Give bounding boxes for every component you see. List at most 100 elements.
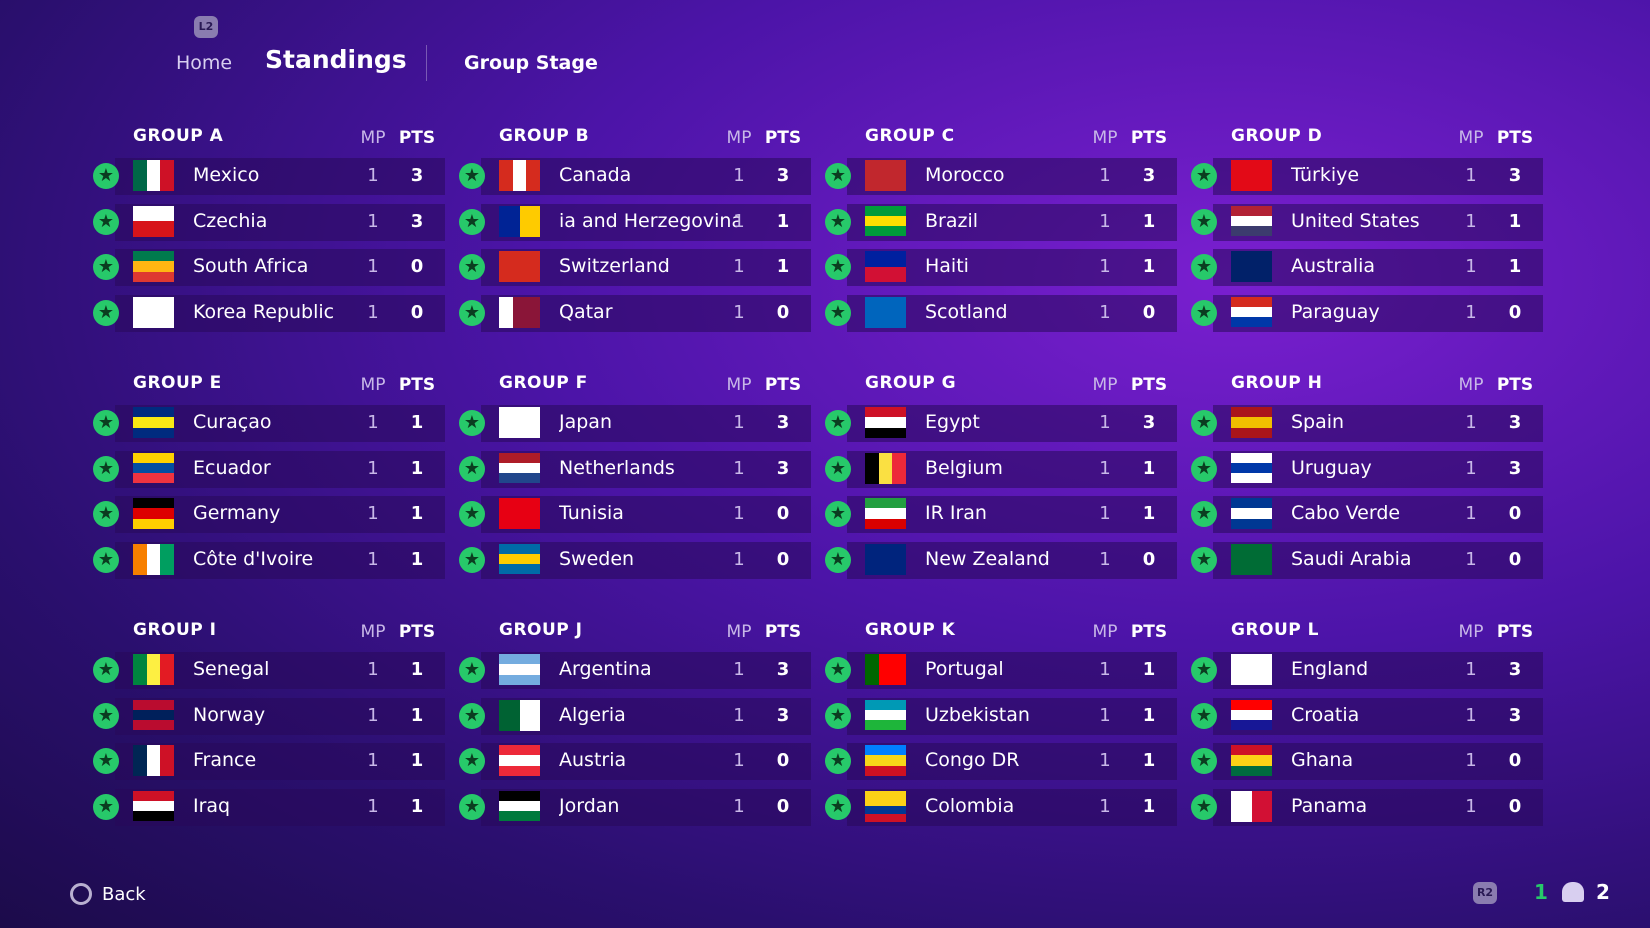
team-name: Ghana xyxy=(1291,749,1354,771)
matches-played: 1 xyxy=(367,165,379,186)
points: 0 xyxy=(410,256,424,277)
mp-header: MP xyxy=(1458,128,1484,148)
qualify-star: ★ xyxy=(93,254,119,280)
flag xyxy=(133,205,174,237)
qualify-star: ★ xyxy=(459,793,485,820)
points: 1 xyxy=(410,704,424,726)
flag xyxy=(499,160,540,191)
qualify-star: ★ xyxy=(459,702,485,729)
team-name: New Zealand xyxy=(925,547,1050,570)
team-name: Saudi Arabia xyxy=(1291,547,1412,570)
points: 3 xyxy=(410,210,424,232)
points: 1 xyxy=(410,548,424,570)
qualify-star: ★ xyxy=(825,455,851,482)
team-name: Germany xyxy=(193,502,281,524)
matches-played: 1 xyxy=(367,503,379,524)
group-title: GROUP J xyxy=(499,620,583,640)
points: 1 xyxy=(410,412,424,433)
pts-header: PTS xyxy=(1130,622,1168,642)
team-name: Iraq xyxy=(193,794,231,817)
team-name: Japan xyxy=(559,411,612,433)
team-name: Algeria xyxy=(559,703,626,726)
qualify-star: ★ xyxy=(1191,702,1217,729)
r2-icon: R2 xyxy=(1473,882,1497,904)
qualify-star: ★ xyxy=(1191,546,1217,573)
matches-played: 1 xyxy=(1465,704,1477,726)
pts-header: PTS xyxy=(1496,622,1534,642)
team-name: Czechia xyxy=(193,209,268,232)
flag xyxy=(865,296,906,328)
mp-header: MP xyxy=(1092,622,1118,642)
points: 1 xyxy=(1142,256,1156,277)
flag xyxy=(1231,205,1272,237)
qualify-star: ★ xyxy=(459,163,485,189)
points: 1 xyxy=(1508,256,1522,277)
team-name: Tunisia xyxy=(559,502,624,524)
matches-played: 1 xyxy=(1465,165,1477,186)
points: 3 xyxy=(776,165,790,186)
flag xyxy=(499,745,540,776)
flag xyxy=(499,296,540,328)
matches-played: 1 xyxy=(733,704,745,726)
l2-icon: L2 xyxy=(194,16,218,38)
flag xyxy=(133,296,174,328)
standings-tab[interactable]: Standings xyxy=(265,45,407,74)
mp-header: MP xyxy=(1458,375,1484,395)
team-name: South Africa xyxy=(193,255,309,277)
points: 1 xyxy=(776,256,790,277)
flag xyxy=(1231,790,1272,822)
points: 0 xyxy=(1508,795,1522,817)
team-name: ia and Herzegovina xyxy=(559,209,739,232)
flag xyxy=(1231,296,1272,328)
team-name: Australia xyxy=(1291,255,1376,277)
pts-header: PTS xyxy=(398,622,436,642)
qualify-star: ★ xyxy=(459,546,485,573)
flag xyxy=(499,699,540,731)
qualify-star: ★ xyxy=(1191,657,1217,683)
team-name: Colombia xyxy=(925,794,1015,817)
team-name: Uzbekistan xyxy=(925,703,1030,726)
mp-header: MP xyxy=(726,128,752,148)
home-tab[interactable]: Home xyxy=(176,52,233,74)
team-name: Brazil xyxy=(925,209,979,232)
qualify-star: ★ xyxy=(93,501,119,527)
group-title: GROUP I xyxy=(133,620,217,640)
matches-played: 1 xyxy=(1099,704,1111,726)
matches-played: 1 xyxy=(733,256,745,277)
points: 3 xyxy=(1508,412,1522,433)
flag xyxy=(133,251,174,282)
matches-played: 1 xyxy=(1465,659,1477,680)
qualify-star: ★ xyxy=(459,657,485,683)
qualify-star: ★ xyxy=(1191,208,1217,235)
matches-played: 1 xyxy=(1099,659,1111,680)
back-label[interactable]: Back xyxy=(102,884,146,905)
matches-played: 1 xyxy=(367,795,379,817)
mp-header: MP xyxy=(360,375,386,395)
points: 0 xyxy=(776,301,790,323)
qualify-star: ★ xyxy=(825,546,851,573)
qualify-star: ★ xyxy=(1191,793,1217,820)
qualify-star: ★ xyxy=(825,208,851,235)
team-name: Spain xyxy=(1291,411,1345,433)
count-b: 2 xyxy=(1596,880,1610,904)
points: 3 xyxy=(776,704,790,726)
group-stage-tab[interactable]: Group Stage xyxy=(464,52,598,74)
team-name: Cabo Verde xyxy=(1291,502,1401,524)
flag xyxy=(133,498,174,529)
team-name: France xyxy=(193,749,257,771)
points: 1 xyxy=(1142,750,1156,771)
flag xyxy=(1231,745,1272,776)
pts-header: PTS xyxy=(764,622,802,642)
mp-header: MP xyxy=(726,622,752,642)
matches-played: 1 xyxy=(1099,548,1111,570)
points: 3 xyxy=(776,659,790,680)
matches-played: 1 xyxy=(1465,503,1477,524)
qualify-star: ★ xyxy=(459,748,485,774)
qualify-star: ★ xyxy=(459,208,485,235)
back-icon[interactable] xyxy=(70,883,92,905)
qualify-star: ★ xyxy=(93,208,119,235)
matches-played: 1 xyxy=(1099,165,1111,186)
matches-played: 1 xyxy=(1465,457,1477,479)
flag xyxy=(865,407,906,438)
